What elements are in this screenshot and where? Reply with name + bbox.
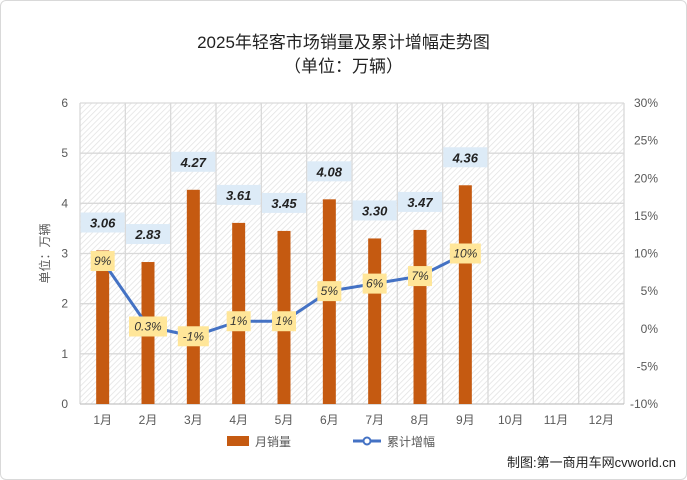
- line-data-label: 10%: [453, 247, 477, 261]
- bar-label-box: [262, 192, 306, 213]
- line-label-box: [362, 273, 387, 294]
- bar: [186, 189, 200, 404]
- y-axis-label: 单位：万辆: [37, 223, 52, 283]
- y-tick-label: 0: [61, 397, 68, 411]
- chart-title-block: 2025年轻客市场销量及累计增幅走势图 （单位：万辆）: [1, 31, 686, 79]
- y2-tick-label: 30%: [634, 96, 658, 110]
- line-data-label: 5%: [321, 284, 339, 298]
- line-label-box: [226, 311, 251, 332]
- line-label-box: [408, 266, 432, 287]
- chart-subtitle: （单位：万辆）: [284, 57, 403, 76]
- chart-title: 2025年轻客市场销量及累计增幅走势图: [197, 33, 490, 52]
- bar-label-box: [443, 147, 488, 168]
- bar-label-box: [398, 191, 442, 212]
- x-tick-label: 8月: [411, 413, 430, 427]
- legend-line-label: 累计增幅: [387, 434, 435, 449]
- x-tick-label: 2月: [139, 413, 158, 427]
- y2-tick-label: 5%: [641, 284, 659, 298]
- bar-label-box: [307, 161, 352, 182]
- bar-label-box: [352, 200, 397, 221]
- x-tick-label: 6月: [320, 413, 339, 427]
- line-data-label: -1%: [183, 329, 205, 343]
- legend-bar-swatch: [227, 436, 249, 446]
- y2-tick-label: -5%: [637, 359, 659, 373]
- line-data-label: 1%: [275, 314, 293, 328]
- bar-data-label: 3.06: [90, 215, 116, 230]
- y-tick-label: 1: [61, 347, 68, 361]
- y-tick-label: 2: [61, 297, 68, 311]
- line-label-box: [177, 326, 209, 347]
- y2-tick-label: 10%: [634, 247, 658, 261]
- line-label-box: [449, 243, 481, 264]
- x-tick-label: 12月: [589, 413, 614, 427]
- bar: [322, 199, 336, 404]
- bar-label-box: [80, 212, 125, 233]
- bar-data-label: 3.61: [226, 188, 251, 203]
- bar-data-label: 4.27: [180, 155, 207, 170]
- bar-data-label: 3.30: [362, 203, 388, 218]
- x-tick-label: 1月: [93, 413, 112, 427]
- y2-tick-label: -10%: [630, 397, 658, 411]
- bar-label-box: [216, 184, 261, 205]
- x-tick-label: 10月: [498, 413, 523, 427]
- x-tick-label: 11月: [544, 413, 568, 427]
- x-tick-label: 5月: [275, 413, 294, 427]
- bar-data-label: 3.47: [407, 195, 433, 210]
- bar: [458, 185, 472, 404]
- bar: [413, 229, 427, 404]
- y2-tick-label: 20%: [634, 171, 658, 185]
- y2-tick-label: 15%: [634, 209, 658, 223]
- line-label-box: [90, 251, 115, 272]
- y-tick-label: 4: [61, 196, 68, 210]
- bar-label-box: [171, 151, 216, 172]
- bar-label-box: [126, 224, 170, 245]
- line-data-label: 7%: [411, 269, 429, 283]
- y2-tick-label: 0%: [641, 322, 659, 336]
- bar: [368, 238, 382, 404]
- x-tick-label: 7月: [365, 413, 384, 427]
- bar-data-label: 3.45: [271, 196, 297, 211]
- bar-data-label: 2.83: [134, 227, 161, 242]
- y-tick-label: 6: [61, 96, 68, 110]
- legend-bar-label: 月销量: [255, 435, 291, 449]
- y2-tick-label: 25%: [634, 134, 658, 148]
- line-data-label: 1%: [230, 314, 248, 328]
- x-tick-label: 4月: [229, 413, 248, 427]
- x-tick-label: 9月: [456, 413, 475, 427]
- y-tick-label: 5: [61, 146, 68, 160]
- line-label-box: [129, 316, 167, 337]
- bar-data-label: 4.08: [316, 164, 343, 179]
- line-data-label: 9%: [94, 254, 112, 268]
- legend-line-marker: [362, 436, 372, 446]
- chart-credit: 制图:第一商用车网cvworld.cn: [506, 455, 676, 470]
- x-tick-label: 3月: [184, 413, 203, 427]
- line-label-box: [272, 311, 296, 332]
- bar-data-label: 4.36: [452, 150, 479, 165]
- line-label-box: [317, 281, 342, 302]
- line-data-label: 0.3%: [134, 319, 162, 333]
- line-data-label: 6%: [366, 277, 384, 291]
- y-tick-label: 3: [61, 247, 68, 261]
- bar: [96, 250, 110, 404]
